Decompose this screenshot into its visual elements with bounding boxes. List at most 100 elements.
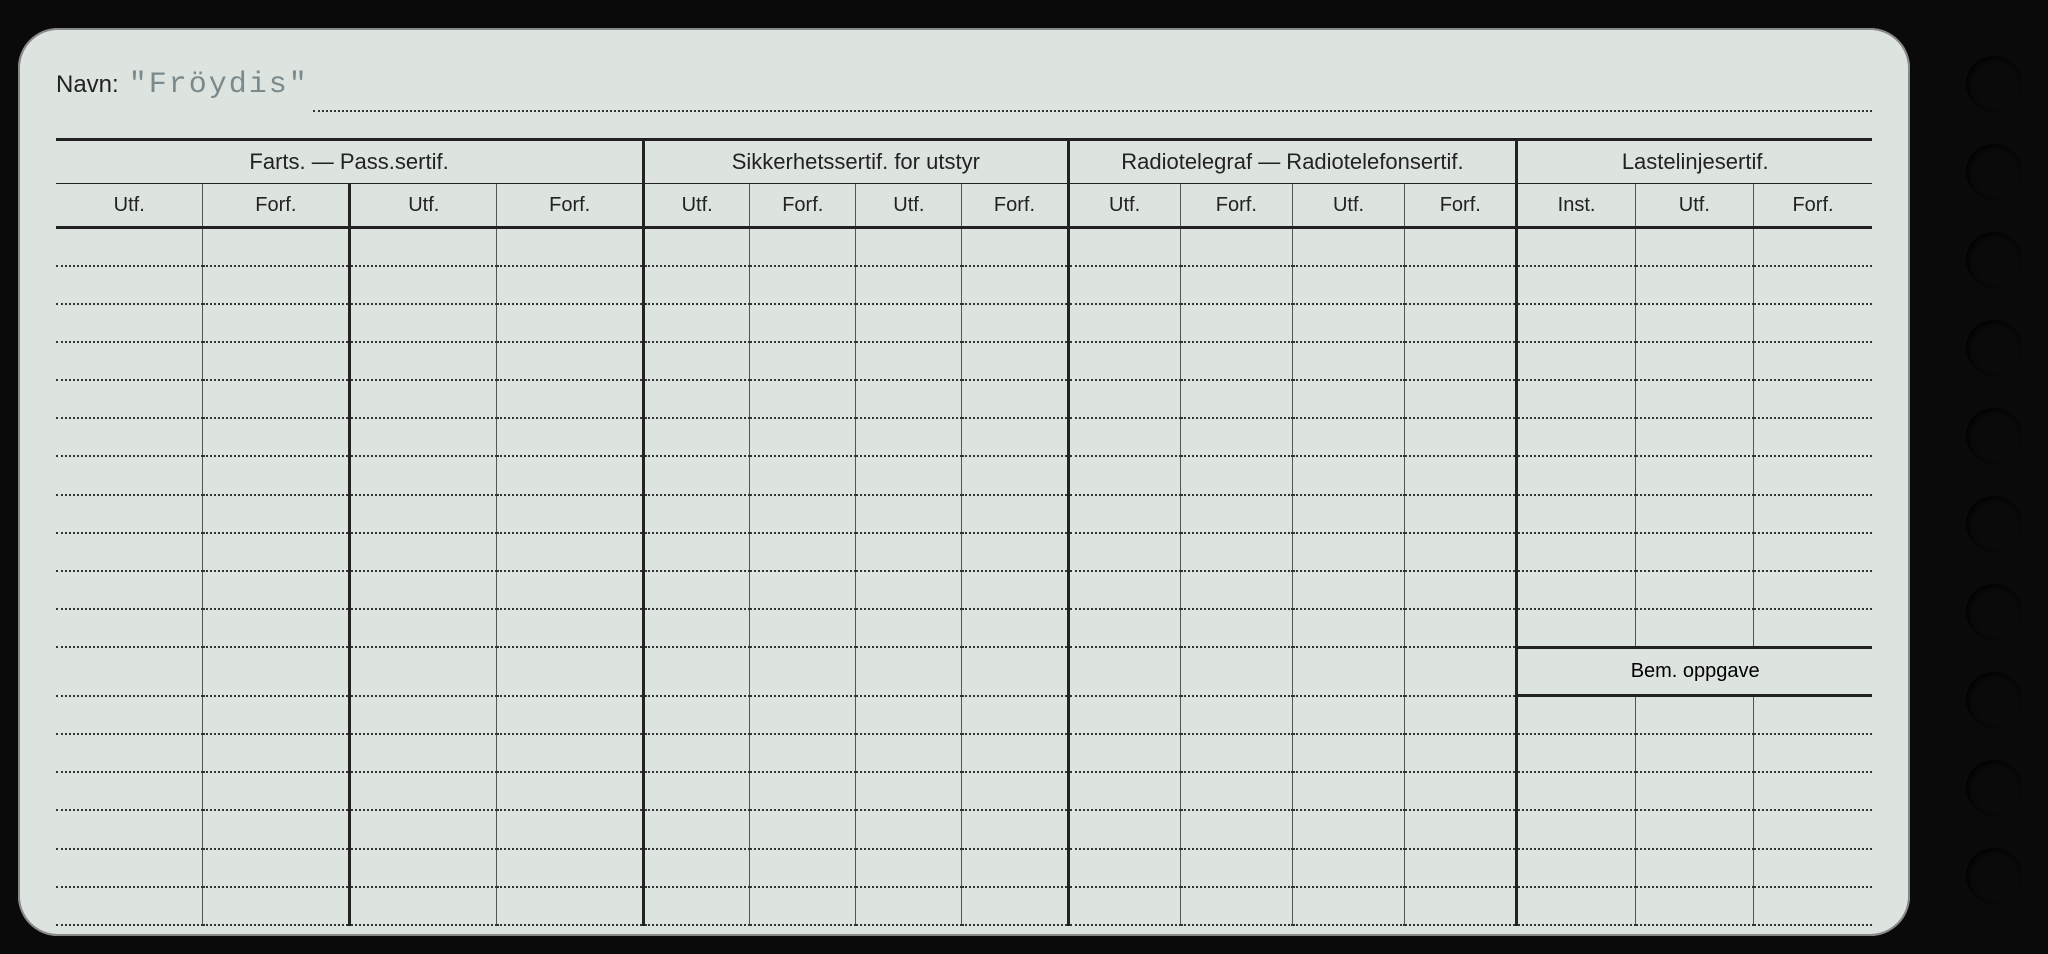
table-cell	[750, 849, 856, 887]
table-cell	[644, 849, 750, 887]
table-cell	[962, 228, 1068, 266]
table-cell	[644, 734, 750, 772]
table-row	[56, 304, 1872, 342]
table-cell	[1180, 266, 1292, 304]
table-cell	[856, 772, 962, 810]
table-cell	[1292, 571, 1404, 609]
table-cell	[1754, 734, 1872, 772]
table-cell	[1635, 380, 1753, 418]
table-cell	[56, 849, 203, 887]
record-card: Navn: "Fröydis" Farts. — Pass.sertif. Si…	[18, 28, 1910, 936]
col-header: Inst.	[1517, 184, 1635, 228]
table-cell	[350, 533, 497, 571]
table-cell	[350, 887, 497, 925]
table-cell	[1180, 772, 1292, 810]
table-cell	[1068, 304, 1180, 342]
table-cell	[1068, 887, 1180, 925]
table-cell	[203, 810, 350, 848]
table-row	[56, 495, 1872, 533]
table-cell	[1517, 533, 1635, 571]
table-cell	[56, 533, 203, 571]
table-cell	[1068, 418, 1180, 456]
section-header-sikkerhet: Sikkerhetssertif. for utstyr	[644, 140, 1068, 184]
table-cell	[497, 304, 644, 342]
table-cell	[1068, 456, 1180, 494]
table-cell	[1180, 342, 1292, 380]
table-cell	[203, 266, 350, 304]
table-cell	[1754, 456, 1872, 494]
table-cell	[1180, 887, 1292, 925]
table-cell	[856, 647, 962, 696]
table-cell	[750, 571, 856, 609]
table-cell	[962, 734, 1068, 772]
table-cell	[203, 304, 350, 342]
table-cell	[1517, 342, 1635, 380]
table-cell	[1292, 380, 1404, 418]
table-cell	[1754, 696, 1872, 734]
table-cell	[56, 228, 203, 266]
table-cell	[1517, 772, 1635, 810]
table-cell	[1517, 380, 1635, 418]
col-header: Utf.	[350, 184, 497, 228]
table-cell	[1292, 342, 1404, 380]
table-cell	[350, 609, 497, 647]
name-row: Navn: "Fröydis"	[56, 68, 1872, 116]
table-cell	[962, 342, 1068, 380]
table-cell	[497, 533, 644, 571]
table-cell	[350, 734, 497, 772]
table-cell	[750, 810, 856, 848]
table-cell	[203, 887, 350, 925]
col-header: Utf.	[644, 184, 750, 228]
table-cell	[962, 380, 1068, 418]
punch-hole	[1966, 848, 2022, 904]
table-cell	[1517, 849, 1635, 887]
table-cell	[350, 418, 497, 456]
table-cell	[350, 696, 497, 734]
table-cell	[644, 772, 750, 810]
table-cell	[497, 647, 644, 696]
punch-hole	[1966, 56, 2022, 112]
table-cell	[962, 266, 1068, 304]
table-cell	[1405, 810, 1517, 848]
punch-holes	[1966, 56, 2028, 904]
table-cell	[1754, 533, 1872, 571]
table-cell	[644, 810, 750, 848]
table-cell	[1405, 734, 1517, 772]
table-cell	[1405, 456, 1517, 494]
table-cell	[856, 571, 962, 609]
table-cell	[644, 342, 750, 380]
table-cell	[1635, 810, 1753, 848]
col-header: Forf.	[1405, 184, 1517, 228]
table-cell	[644, 228, 750, 266]
table-cell	[56, 342, 203, 380]
table-cell	[856, 418, 962, 456]
table-cell	[1754, 228, 1872, 266]
table-cell	[750, 456, 856, 494]
table-cell	[1405, 228, 1517, 266]
table-cell	[1517, 887, 1635, 925]
table-cell	[644, 456, 750, 494]
table-cell	[750, 647, 856, 696]
table-cell	[203, 380, 350, 418]
table-cell	[1517, 810, 1635, 848]
table-cell	[750, 734, 856, 772]
table-cell	[1292, 734, 1404, 772]
table-cell	[203, 495, 350, 533]
table-cell	[1180, 495, 1292, 533]
table-cell	[350, 495, 497, 533]
table-cell	[1635, 228, 1753, 266]
table-row	[56, 772, 1872, 810]
table-cell	[1754, 342, 1872, 380]
table-cell	[56, 495, 203, 533]
bem-oppgave-cell: Bem. oppgave	[1517, 647, 1872, 696]
section-header-farts: Farts. — Pass.sertif.	[56, 140, 644, 184]
table-cell	[1068, 571, 1180, 609]
table-cell	[1068, 495, 1180, 533]
section-header-lastelinje: Lastelinjesertif.	[1517, 140, 1872, 184]
table-row	[56, 696, 1872, 734]
table-cell	[1635, 495, 1753, 533]
table-cell	[1405, 266, 1517, 304]
table-cell	[1180, 810, 1292, 848]
table-cell	[56, 810, 203, 848]
table-cell	[497, 734, 644, 772]
